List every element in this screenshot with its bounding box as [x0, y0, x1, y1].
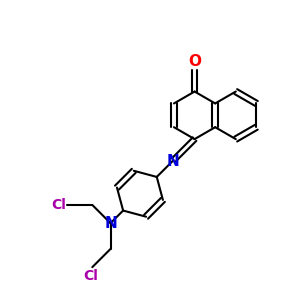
Text: N: N — [104, 216, 117, 231]
Text: N: N — [166, 154, 179, 169]
Text: Cl: Cl — [83, 269, 98, 283]
Text: Cl: Cl — [51, 198, 66, 212]
Text: O: O — [188, 54, 201, 69]
